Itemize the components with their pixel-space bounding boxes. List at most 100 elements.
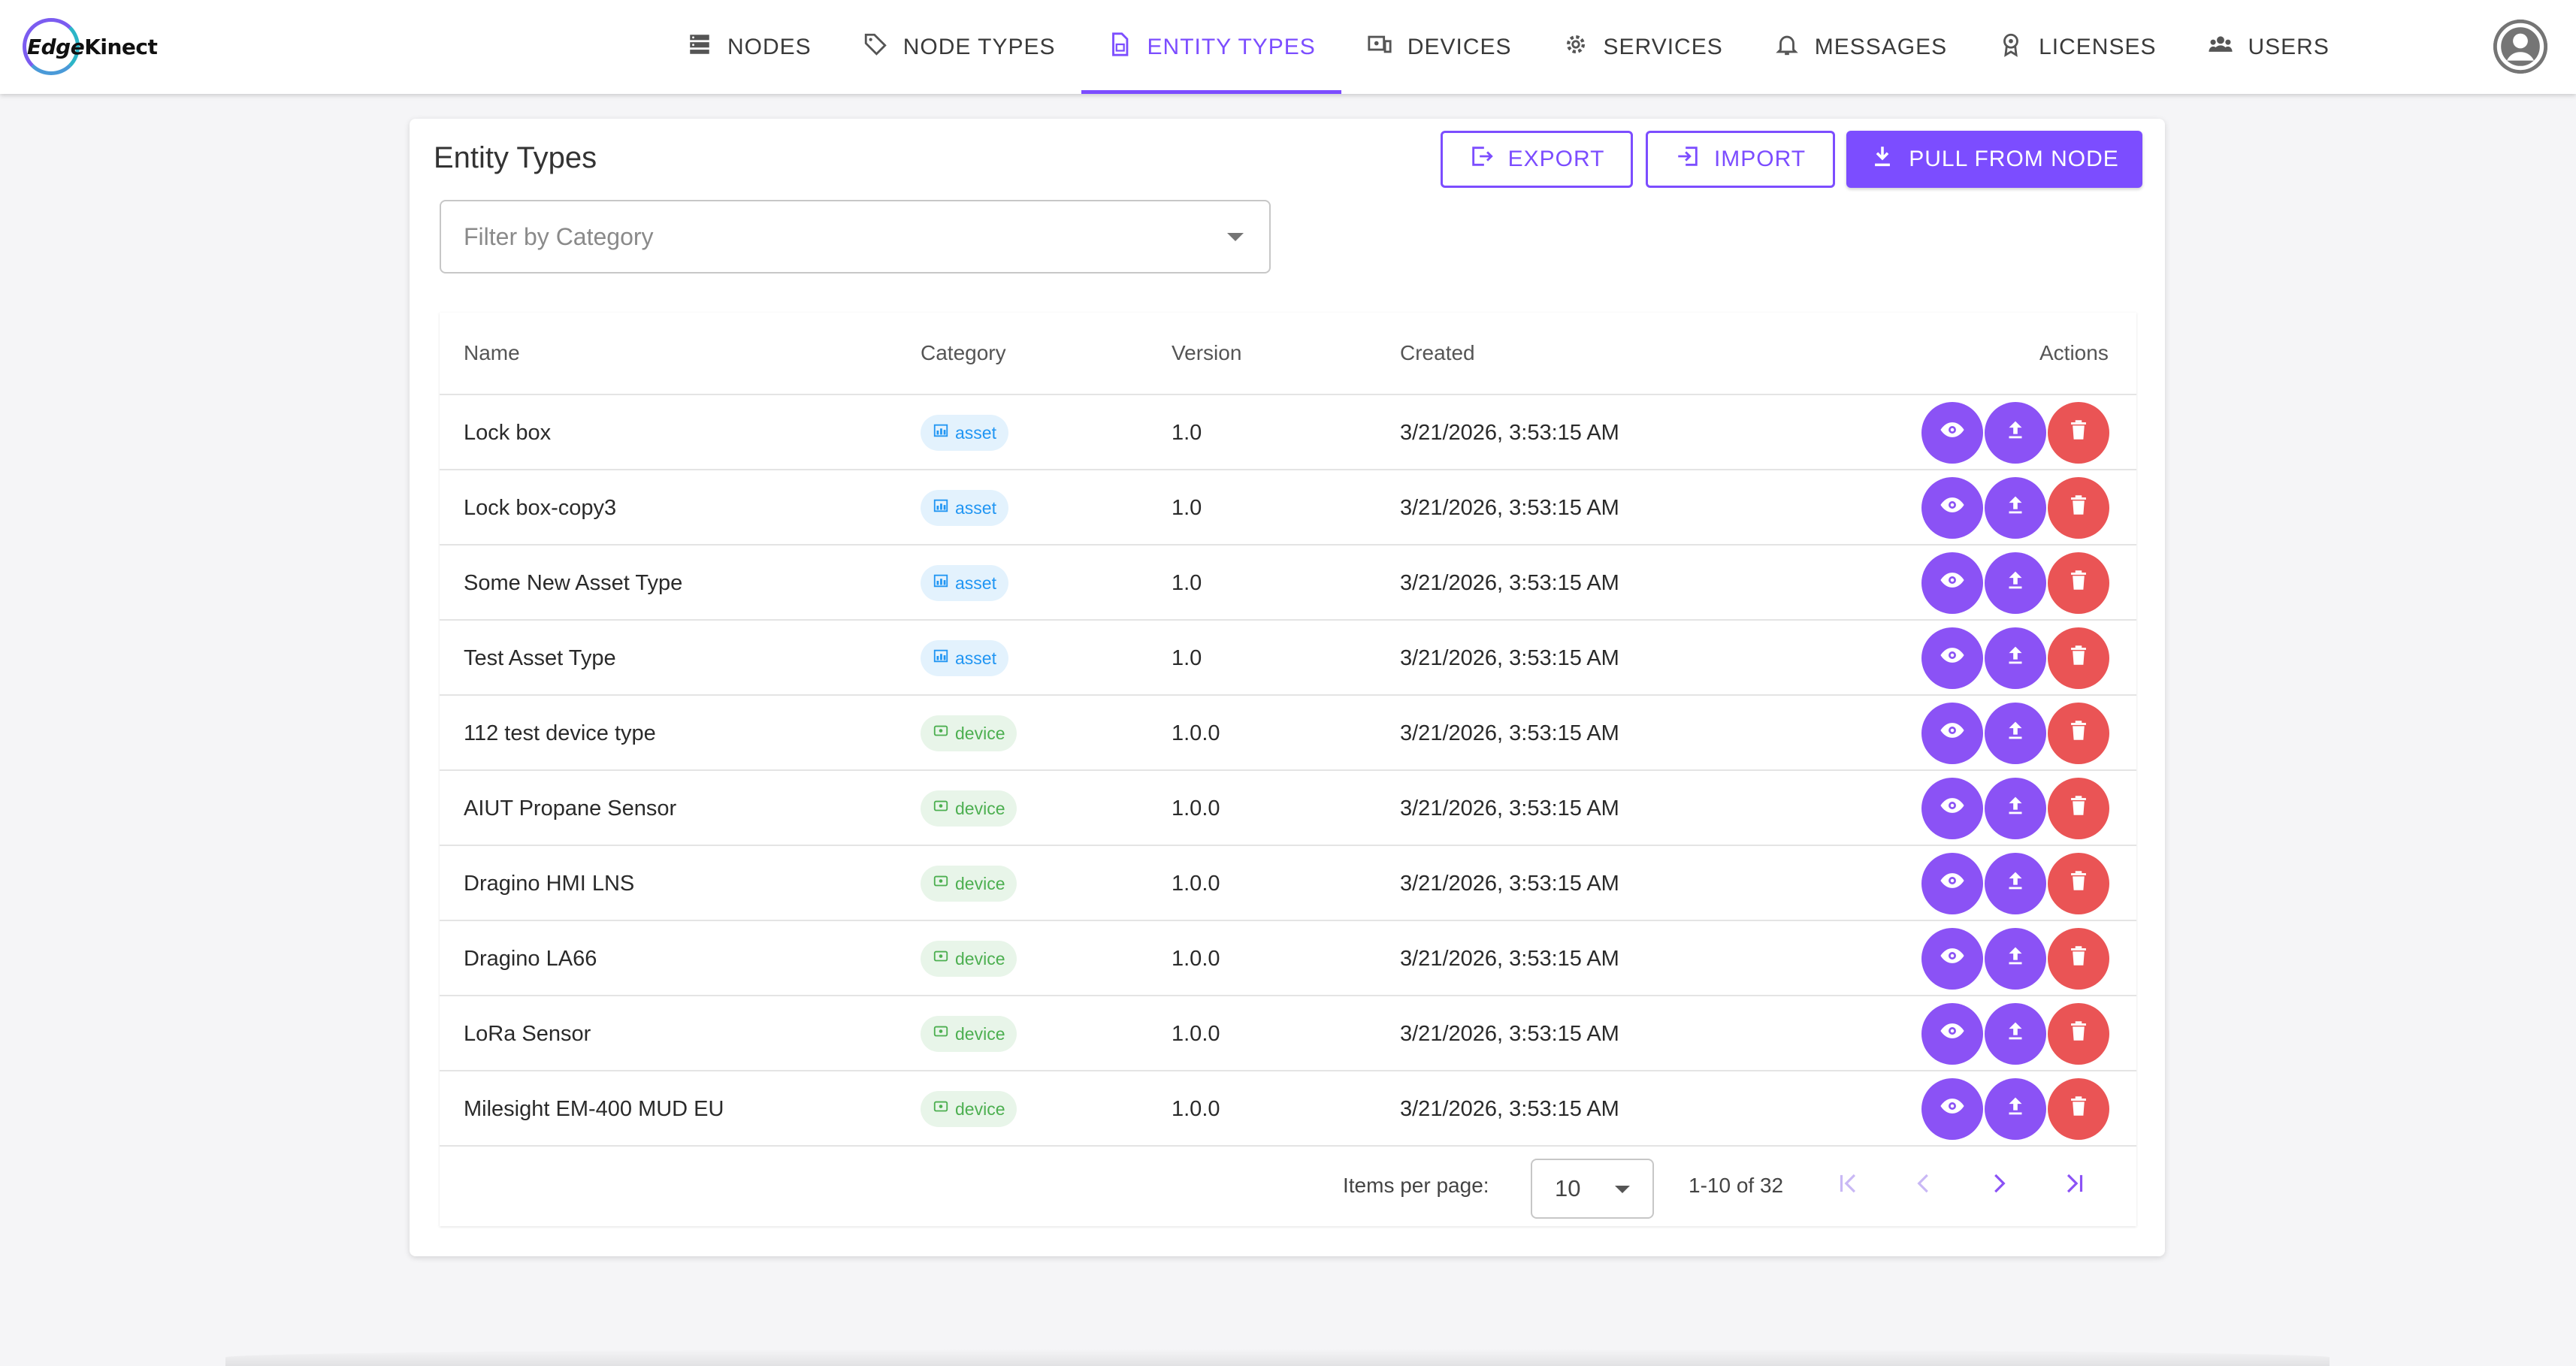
- trash-icon: [2066, 1018, 2091, 1050]
- devices-icon: [1367, 32, 1392, 63]
- push-button[interactable]: [1985, 552, 2046, 614]
- eye-icon: [1940, 943, 1965, 975]
- nav-item-licenses[interactable]: LICENSES: [1973, 0, 2181, 94]
- user-avatar-button[interactable]: [2493, 20, 2547, 74]
- table-row: LoRa Sensor device 1.0.0 3/21/2026, 3:53:15…: [440, 996, 2136, 1071]
- nav-item-node-types[interactable]: NODE TYPES: [837, 0, 1081, 94]
- push-button[interactable]: [1985, 477, 2046, 539]
- delete-button[interactable]: [2048, 402, 2109, 464]
- view-button[interactable]: [1921, 703, 1983, 764]
- nav-item-nodes[interactable]: NODES: [661, 0, 837, 94]
- push-button[interactable]: [1985, 703, 2046, 764]
- push-button[interactable]: [1985, 402, 2046, 464]
- nav-item-messages[interactable]: MESSAGES: [1749, 0, 1973, 94]
- category-label: device: [955, 873, 1005, 893]
- category-chip: asset: [921, 640, 1008, 676]
- pull-from-node-button[interactable]: PULL FROM NODE: [1846, 131, 2142, 188]
- delete-button[interactable]: [2048, 1003, 2109, 1065]
- entity-created: 3/21/2026, 3:53:15 AM: [1400, 421, 1619, 445]
- delete-button[interactable]: [2048, 928, 2109, 990]
- push-button[interactable]: [1985, 853, 2046, 914]
- delete-button[interactable]: [2048, 477, 2109, 539]
- delete-button[interactable]: [2048, 778, 2109, 839]
- nav-label: SERVICES: [1603, 34, 1723, 59]
- entity-name: Lock box-copy3: [464, 496, 617, 520]
- row-actions: [1921, 928, 2109, 990]
- push-button[interactable]: [1985, 1078, 2046, 1140]
- edgekinect-logo[interactable]: EdgeKinect: [23, 18, 173, 75]
- nav-item-users[interactable]: USERS: [2182, 0, 2355, 94]
- table-row: Dragino HMI LNS device 1.0.0 3/21/2026, 3:5…: [440, 846, 2136, 921]
- next-page-button[interactable]: [1980, 1165, 2018, 1202]
- entity-name: Some New Asset Type: [464, 571, 683, 595]
- delete-button[interactable]: [2048, 627, 2109, 689]
- entity-name: 112 test device type: [464, 721, 656, 745]
- delete-button[interactable]: [2048, 703, 2109, 764]
- column-header-version[interactable]: Version: [1172, 341, 1242, 364]
- eye-icon: [1940, 1093, 1965, 1125]
- category-chip: device: [921, 866, 1017, 902]
- nav-label: NODES: [727, 34, 812, 59]
- category-label: device: [955, 1099, 1005, 1119]
- push-button[interactable]: [1985, 778, 2046, 839]
- badge-icon: [1998, 32, 2024, 63]
- first-page-button[interactable]: [1830, 1165, 1867, 1202]
- trash-icon: [2066, 567, 2091, 599]
- entity-name: Lock box: [464, 421, 552, 445]
- previous-page-button[interactable]: [1905, 1165, 1943, 1202]
- view-button[interactable]: [1921, 552, 1983, 614]
- nav-item-services[interactable]: SERVICES: [1537, 0, 1749, 94]
- table-row: Dragino LA66 device 1.0.0 3/21/2026, 3:53:1…: [440, 921, 2136, 996]
- delete-button[interactable]: [2048, 1078, 2109, 1140]
- view-button[interactable]: [1921, 928, 1983, 990]
- entity-created: 3/21/2026, 3:53:15 AM: [1400, 1022, 1619, 1046]
- export-button[interactable]: EXPORT: [1441, 131, 1633, 188]
- eye-icon: [1940, 567, 1965, 599]
- nav-item-devices[interactable]: DEVICES: [1341, 0, 1537, 94]
- last-page-button[interactable]: [2055, 1165, 2093, 1202]
- upload-icon: [2003, 417, 2028, 449]
- category-label: device: [955, 948, 1005, 969]
- server-icon: [687, 32, 712, 63]
- column-header-category[interactable]: Category: [921, 341, 1006, 364]
- category-badge: device: [921, 941, 1017, 977]
- category-label: device: [955, 723, 1005, 743]
- view-button[interactable]: [1921, 627, 1983, 689]
- push-button[interactable]: [1985, 627, 2046, 689]
- view-button[interactable]: [1921, 1078, 1983, 1140]
- category-badge: device: [921, 866, 1017, 902]
- trash-icon: [2066, 1093, 2091, 1125]
- view-button[interactable]: [1921, 477, 1983, 539]
- table-row: Some New Asset Type asset 1.0 3/21/2026, 3:…: [440, 545, 2136, 621]
- entity-created: 3/21/2026, 3:53:15 AM: [1400, 872, 1619, 896]
- push-button[interactable]: [1985, 1003, 2046, 1065]
- nav-label: NODE TYPES: [903, 34, 1056, 59]
- import-button[interactable]: IMPORT: [1646, 131, 1835, 188]
- nav-item-entity-types[interactable]: ENTITY TYPES: [1081, 0, 1342, 94]
- row-actions: [1921, 778, 2109, 839]
- trash-icon: [2066, 943, 2091, 975]
- document-icon: [1107, 32, 1132, 63]
- push-button[interactable]: [1985, 928, 2046, 990]
- category-filter-select[interactable]: Filter by Category: [440, 200, 1271, 274]
- column-header-created[interactable]: Created: [1400, 341, 1475, 364]
- column-header-name[interactable]: Name: [464, 341, 520, 364]
- view-button[interactable]: [1921, 778, 1983, 839]
- device-icon: [933, 1099, 949, 1120]
- entity-created: 3/21/2026, 3:53:15 AM: [1400, 721, 1619, 745]
- view-button[interactable]: [1921, 853, 1983, 914]
- view-button[interactable]: [1921, 402, 1983, 464]
- trash-icon: [2066, 417, 2091, 449]
- logo-ring: [23, 18, 80, 75]
- category-chip: device: [921, 1016, 1017, 1052]
- category-label: device: [955, 798, 1005, 818]
- view-button[interactable]: [1921, 1003, 1983, 1065]
- category-label: device: [955, 1023, 1005, 1044]
- delete-button[interactable]: [2048, 853, 2109, 914]
- logo-text: EdgeKinect: [27, 35, 158, 59]
- category-badge: asset: [921, 565, 1008, 601]
- delete-button[interactable]: [2048, 552, 2109, 614]
- entity-created: 3/21/2026, 3:53:15 AM: [1400, 947, 1619, 971]
- items-per-page-select[interactable]: 10: [1531, 1159, 1654, 1219]
- eye-icon: [1940, 1018, 1965, 1050]
